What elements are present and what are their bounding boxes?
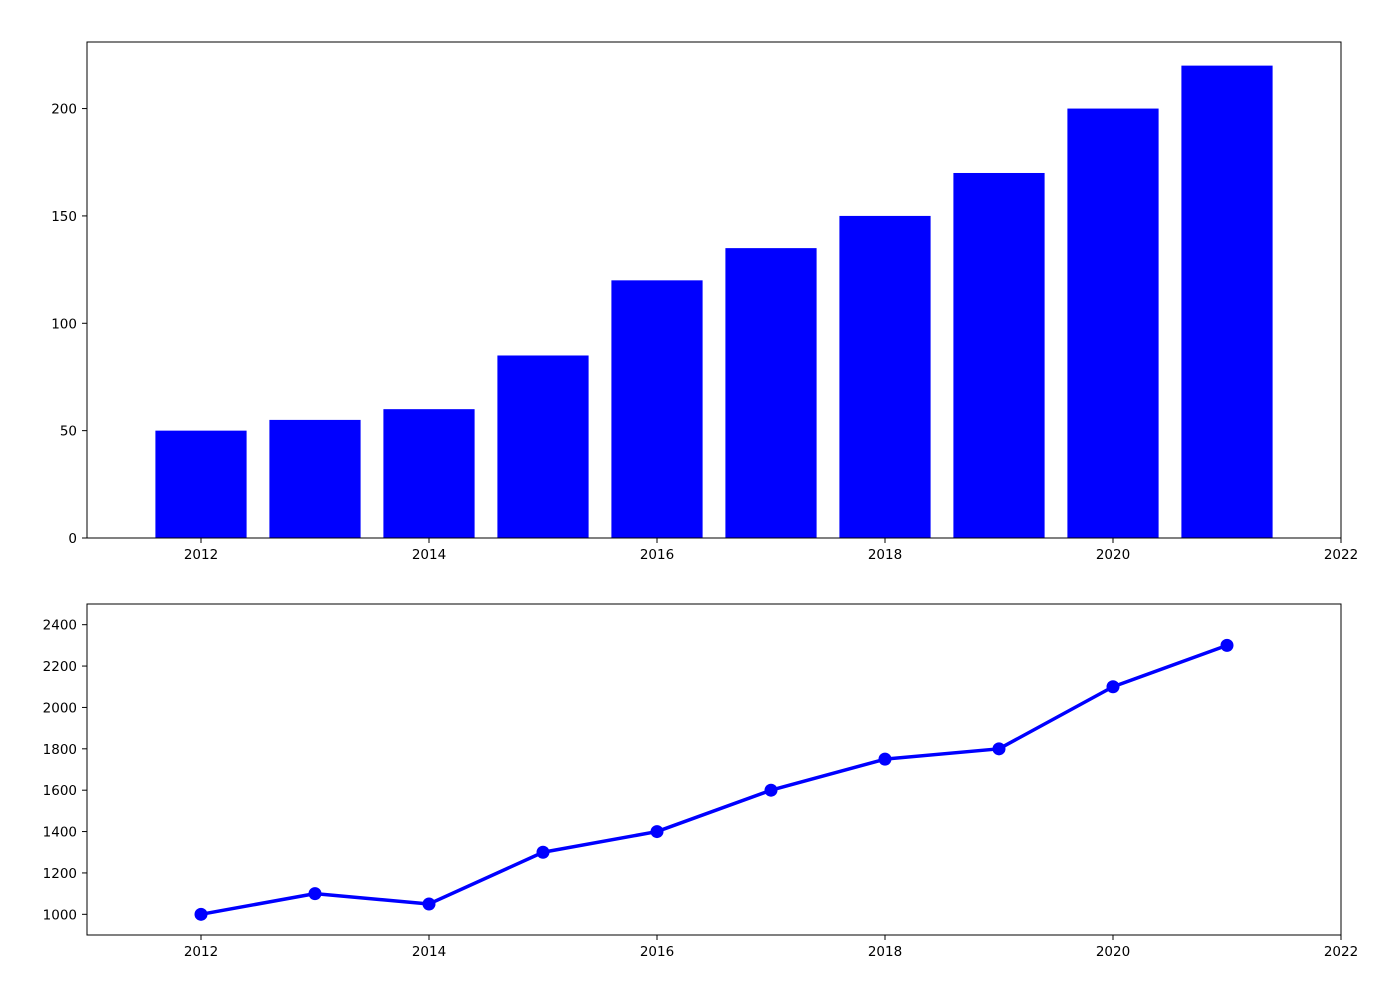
y-tick-label: 2400 (43, 618, 77, 634)
bar-2013 (269, 419, 361, 538)
x-tick-label: 2018 (868, 547, 902, 563)
data-point-2020 (1106, 680, 1120, 694)
y-tick-label: 50 (60, 424, 77, 440)
y-tick-label: 100 (51, 316, 77, 332)
bar-2020 (1067, 108, 1159, 538)
line-chart: 2012 2014 2016 2018 2020 2022 1000 1200 1400 1600… (43, 603, 1358, 960)
series-line (199, 643, 1229, 917)
data-point-2016 (650, 825, 664, 839)
bar-2012 (155, 430, 247, 538)
bar-2017 (725, 248, 817, 538)
bar-2021 (1181, 65, 1273, 538)
y-tick-label: 1400 (43, 825, 77, 841)
bar-2016 (611, 280, 703, 538)
data-point-2013 (308, 887, 322, 901)
data-point-2015 (536, 845, 550, 859)
y-tick-label: 2200 (43, 659, 77, 675)
bar-2019 (953, 172, 1045, 539)
x-tick-label: 2022 (1324, 944, 1358, 960)
x-tick-label: 2020 (1096, 547, 1130, 563)
bar-2018 (839, 215, 931, 539)
data-point-2019 (992, 742, 1006, 756)
y-tick-label: 0 (68, 531, 77, 547)
plot-frame (86, 603, 1342, 936)
data-point-2018 (878, 752, 892, 766)
x-tick-label: 2018 (868, 944, 902, 960)
y-tick-label: 1000 (43, 907, 77, 923)
x-tick-label: 2012 (184, 944, 218, 960)
x-tick-label: 2016 (640, 547, 674, 563)
x-tick-label: 2012 (184, 547, 218, 563)
data-point-2017 (764, 783, 778, 797)
y-tick-label: 2000 (43, 700, 77, 716)
data-point-2012 (194, 907, 208, 921)
x-tick-label: 2020 (1096, 944, 1130, 960)
x-tick-label: 2014 (412, 547, 446, 563)
bar-2015 (497, 355, 589, 538)
data-point-2021 (1220, 638, 1234, 652)
bar-2014 (383, 409, 475, 538)
plot-frame (86, 41, 1342, 539)
y-tick-label: 1200 (43, 866, 77, 882)
y-tick-label: 200 (51, 102, 77, 118)
y-tick-label: 150 (51, 209, 77, 225)
x-tick-label: 2014 (412, 944, 446, 960)
bar-chart: 2012 2014 2016 2018 2020 2022 0 50 100 150 200 (51, 41, 1358, 563)
x-tick-label: 2022 (1324, 547, 1358, 563)
x-tick-label: 2016 (640, 944, 674, 960)
y-tick-label: 1800 (43, 742, 77, 758)
data-point-2014 (422, 897, 436, 911)
y-tick-label: 1600 (43, 783, 77, 799)
